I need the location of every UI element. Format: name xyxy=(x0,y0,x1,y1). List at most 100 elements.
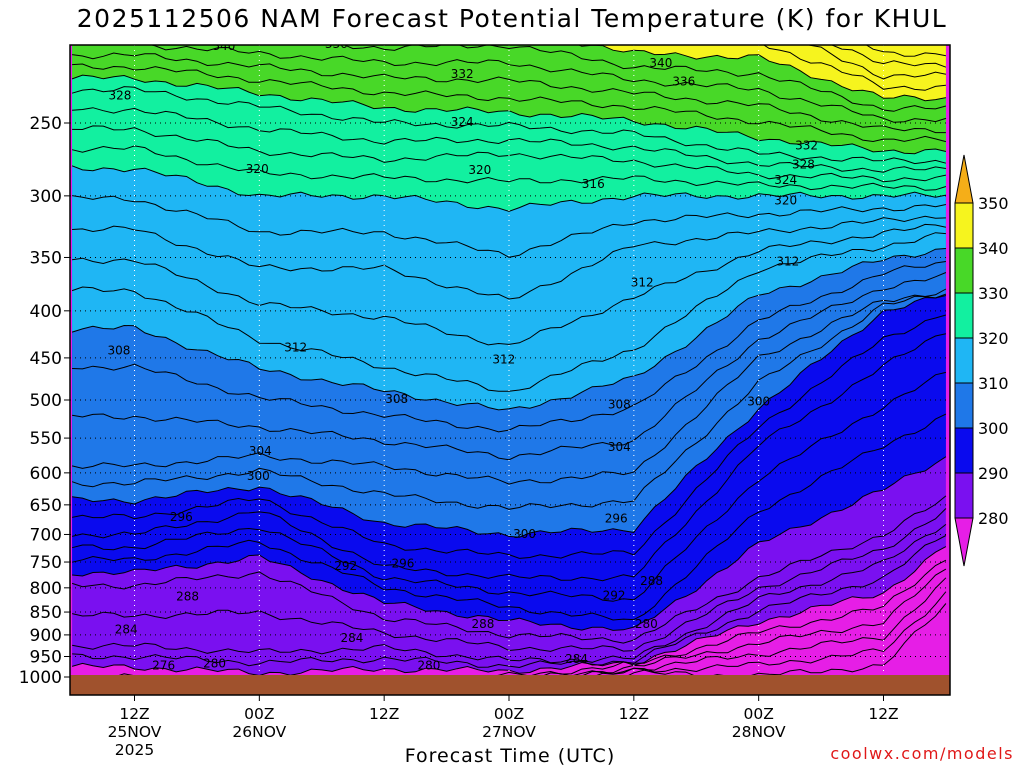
contour-label: 308 xyxy=(385,392,408,406)
contour-label: 308 xyxy=(608,397,631,411)
contour-326 xyxy=(72,107,946,173)
contour-label: 328 xyxy=(792,157,815,171)
colorbar-swatch xyxy=(954,472,974,519)
colorbar-swatch xyxy=(954,202,974,249)
contour-label-text: 284 xyxy=(340,631,363,645)
contour-label: 304 xyxy=(608,440,631,454)
contour-322 xyxy=(71,145,947,191)
contour-label: 296 xyxy=(605,512,628,526)
contour-label-text: 300 xyxy=(747,394,770,408)
contour-label: 296 xyxy=(170,510,193,524)
contour-label-text: 320 xyxy=(774,193,797,207)
contour-label-text: 284 xyxy=(565,652,588,666)
x-tick-label: 25NOV xyxy=(108,723,162,741)
credit-text: coolwx.com/models xyxy=(830,744,1014,763)
contour-label-text: 304 xyxy=(249,444,272,458)
colorbar-high-triangle xyxy=(954,154,974,204)
contour-label-text: 292 xyxy=(603,589,626,603)
band-above-340 xyxy=(579,45,946,101)
contour-label-text: 328 xyxy=(792,157,815,171)
contour-label: 332 xyxy=(451,67,474,81)
contour-label-text: 288 xyxy=(472,617,495,631)
contour-label-text: 320 xyxy=(468,163,491,177)
contour-label: 280 xyxy=(417,658,440,672)
contour-label-text: 336 xyxy=(325,37,348,51)
contour-label-text: 320 xyxy=(246,162,269,176)
contour-label-text: 308 xyxy=(608,397,631,411)
contour-352 xyxy=(72,25,946,33)
colorbar-swatch xyxy=(954,292,974,339)
contour-label-text: 300 xyxy=(513,527,536,541)
colorbar-label: 290 xyxy=(978,464,1009,483)
contour-label-text: 284 xyxy=(115,623,138,637)
contour-342 xyxy=(762,45,946,91)
contour-label: 276 xyxy=(152,658,175,672)
band-above-350 xyxy=(72,15,946,45)
contour-label: 312 xyxy=(284,341,307,355)
y-tick-label: 450 xyxy=(30,349,62,369)
y-tick-label: 300 xyxy=(30,187,62,207)
y-tick-label: 800 xyxy=(30,579,62,599)
contour-336 xyxy=(127,45,947,123)
contour-label: 284 xyxy=(340,631,363,645)
y-tick-label: 900 xyxy=(30,626,62,646)
contour-label: 284 xyxy=(565,652,588,666)
colorbar-swatch xyxy=(954,247,974,294)
contour-label: 320 xyxy=(774,193,797,207)
contour-label-text: 324 xyxy=(451,115,474,129)
x-tick-label: 2025 xyxy=(115,741,154,759)
contour-label-text: 312 xyxy=(284,341,307,355)
contour-334 xyxy=(72,52,946,134)
x-tick-label: 12Z xyxy=(619,705,649,723)
x-tick-label: 00Z xyxy=(494,705,524,723)
contour-294 xyxy=(71,371,947,602)
y-tick-label: 600 xyxy=(30,464,62,484)
y-tick-label: 550 xyxy=(30,429,62,449)
x-tick-label: 26NOV xyxy=(232,723,286,741)
contour-label-text: 304 xyxy=(608,440,631,454)
contour-label: 320 xyxy=(468,163,491,177)
y-tick-label: 650 xyxy=(30,496,62,516)
contour-312 xyxy=(71,232,946,392)
x-tick-label: 27NOV xyxy=(482,723,536,741)
y-tick-label: 1000 xyxy=(19,668,62,688)
contour-label: 312 xyxy=(492,352,515,366)
colorbar-label: 310 xyxy=(978,374,1009,393)
contour-label: 304 xyxy=(249,444,272,458)
y-tick-label: 850 xyxy=(30,603,62,623)
x-axis-label: Forecast Time (UTC) xyxy=(404,745,616,767)
contour-304 xyxy=(71,288,947,485)
contour-label-text: 300 xyxy=(247,469,270,483)
chart-title: 2025112506 NAM Forecast Potential Temper… xyxy=(76,4,948,33)
contour-label: 340 xyxy=(213,45,236,53)
x-tick-label: 28NOV xyxy=(732,723,786,741)
y-tick-label: 950 xyxy=(30,648,62,668)
contour-292 xyxy=(71,413,947,621)
contour-282 xyxy=(72,535,947,669)
colorbar-label: 320 xyxy=(978,329,1009,348)
contour-label: 312 xyxy=(631,275,654,289)
colorbar-label: 300 xyxy=(978,419,1009,438)
contour-label-text: 312 xyxy=(776,254,799,268)
colorbar-label: 280 xyxy=(978,509,1009,528)
contour-label: 300 xyxy=(747,394,770,408)
x-tick-label: 00Z xyxy=(244,705,274,723)
contour-296 xyxy=(71,333,947,582)
contour-label: 284 xyxy=(115,623,138,637)
contour-label-text: 288 xyxy=(640,574,663,588)
contour-label: 308 xyxy=(107,343,130,357)
contour-label-text: 328 xyxy=(108,88,131,102)
contour-label-text: 296 xyxy=(391,557,414,571)
contour-338 xyxy=(343,45,947,112)
contour-label-text: 336 xyxy=(672,74,695,88)
contour-306 xyxy=(72,272,947,461)
contour-label-text: 296 xyxy=(605,512,628,526)
contour-label: 288 xyxy=(640,574,663,588)
contour-label-text: 332 xyxy=(451,67,474,81)
contour-label-text: 280 xyxy=(417,658,440,672)
contour-label: 280 xyxy=(635,617,658,631)
contour-label-text: 280 xyxy=(203,657,226,671)
colorbar-swatch xyxy=(954,337,974,384)
y-tick-label: 400 xyxy=(30,302,62,322)
